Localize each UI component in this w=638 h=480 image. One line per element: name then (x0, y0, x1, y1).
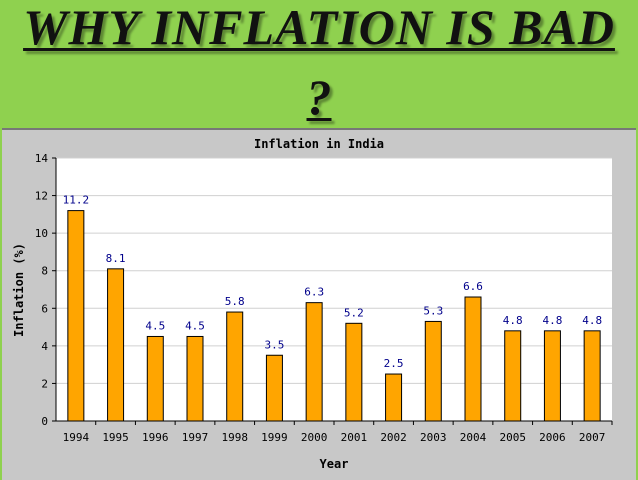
y-tick-label: 12 (35, 190, 48, 203)
x-tick-label-2007: 2007 (579, 431, 606, 444)
value-label-2006: 4.8 (542, 314, 562, 327)
bar-2007 (583, 330, 601, 422)
x-tick-label-2006: 2006 (539, 431, 566, 444)
value-label-1994: 11.2 (63, 194, 90, 207)
y-tick-label: 2 (41, 377, 48, 390)
x-tick-label-1999: 1999 (261, 431, 288, 444)
slide-title-question-mark: ? (306, 69, 332, 125)
slide-title: WHY INFLATION IS BAD (23, 0, 615, 55)
value-label-2003: 5.3 (423, 304, 443, 317)
bar-2004 (464, 296, 482, 422)
x-tick-label-2001: 2001 (341, 431, 368, 444)
value-label-2007: 4.8 (582, 314, 602, 327)
x-tick-label-1995: 1995 (102, 431, 129, 444)
bar-2001 (345, 322, 363, 422)
x-tick-label-1997: 1997 (182, 431, 209, 444)
bars (67, 210, 601, 422)
x-axis-ticks: 1994 1995 1996 1997 1998 1999 2000 2001 2002 2003… (63, 421, 613, 444)
x-tick-label-1998: 1998 (221, 431, 248, 444)
y-tick-label: 14 (35, 152, 49, 165)
bar-1997 (186, 335, 204, 422)
bar-1994 (67, 210, 85, 422)
y-axis-label: Inflation (%) (12, 243, 26, 337)
x-tick-label-2000: 2000 (301, 431, 328, 444)
value-label-2000: 6.3 (304, 286, 324, 299)
value-label-2001: 5.2 (344, 306, 364, 319)
value-label-1996: 4.5 (145, 319, 165, 332)
chart-panel: 11.2 8.1 4.5 4.5 5.8 3.5 6.3 5.2 2.5 5.3 6.6 4.8 4.8… (2, 128, 636, 480)
x-tick-label-2005: 2005 (499, 431, 526, 444)
bar-1999 (265, 354, 283, 422)
y-axis-ticks: 0 2 4 6 8 10 12 14 (35, 152, 56, 428)
y-tick-label: 0 (41, 415, 48, 428)
value-label-2005: 4.8 (503, 314, 523, 327)
bar-2000 (305, 302, 323, 422)
bar-2002 (385, 373, 403, 422)
y-tick-label: 8 (41, 265, 48, 278)
x-tick-label-1996: 1996 (142, 431, 169, 444)
value-label-1999: 3.5 (264, 338, 284, 351)
x-tick-label-2002: 2002 (380, 431, 407, 444)
value-label-2002: 2.5 (384, 357, 404, 370)
value-label-1995: 8.1 (106, 252, 126, 265)
value-label-1998: 5.8 (225, 295, 245, 308)
bar-2003 (424, 320, 442, 422)
inflation-bar-chart: 11.2 8.1 4.5 4.5 5.8 3.5 6.3 5.2 2.5 5.3 6.6 4.8 4.8… (12, 137, 613, 471)
value-label-1997: 4.5 (185, 319, 205, 332)
x-axis-label: Year (320, 457, 349, 471)
y-tick-label: 6 (41, 302, 48, 315)
chart-title: Inflation in India (254, 137, 384, 151)
plot-area (56, 158, 612, 421)
value-labels: 11.2 8.1 4.5 4.5 5.8 3.5 6.3 5.2 2.5 5.3 6.6 4.8 4.8… (63, 194, 602, 370)
bar-1996 (146, 335, 164, 422)
bar-1995 (107, 268, 125, 422)
value-label-2004: 6.6 (463, 280, 483, 293)
bar-1998 (226, 311, 244, 422)
bar-2005 (504, 330, 522, 422)
bar-2006 (543, 330, 561, 422)
x-tick-label-2004: 2004 (460, 431, 487, 444)
y-tick-label: 4 (41, 340, 48, 353)
x-tick-label-2003: 2003 (420, 431, 447, 444)
y-tick-label: 10 (35, 227, 48, 240)
x-tick-label-1994: 1994 (63, 431, 90, 444)
